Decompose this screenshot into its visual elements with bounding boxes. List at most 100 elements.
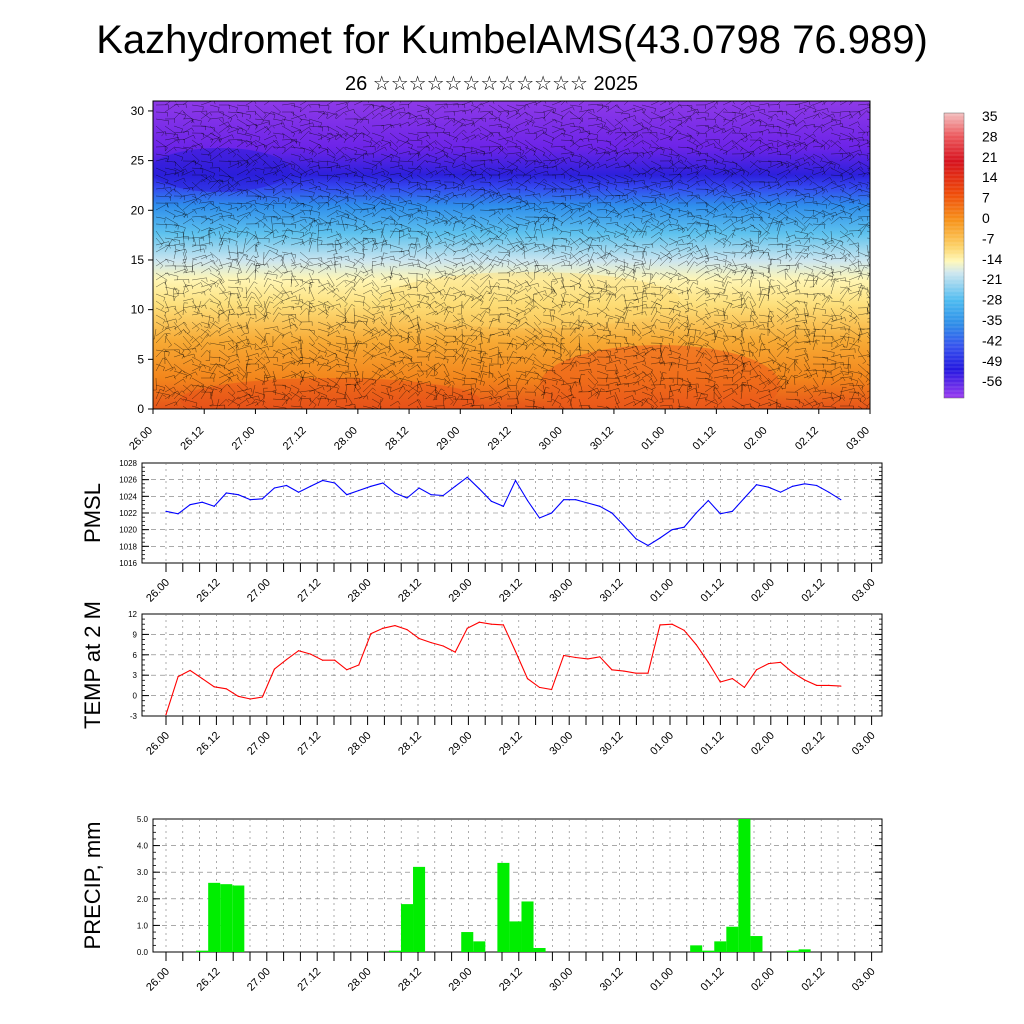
y-tick-label: 4.0: [137, 842, 149, 851]
x-tick-label: 26.00: [127, 425, 155, 453]
precip-bar: [473, 941, 486, 952]
x-tick-label: 26.00: [144, 577, 172, 605]
y-tick-label: 1.0: [137, 921, 149, 930]
x-tick-label: 02.12: [799, 966, 827, 994]
x-tick-label: 27.00: [230, 425, 258, 453]
x-tick-label: 03.00: [850, 966, 878, 994]
data-point: [743, 686, 746, 689]
data-point: [201, 501, 203, 503]
data-point: [406, 497, 408, 499]
x-tick-label: 27.12: [295, 966, 323, 994]
data-point: [587, 658, 589, 660]
data-point: [334, 659, 336, 661]
precip-bar: [786, 950, 799, 952]
data-point: [551, 512, 553, 514]
precip-bar: [690, 945, 703, 952]
x-tick-label: 26.00: [144, 730, 172, 758]
data-point: [358, 489, 360, 492]
precip-bar: [497, 862, 510, 952]
data-point: [201, 678, 203, 680]
data-point: [346, 494, 348, 496]
data-point: [767, 663, 770, 665]
x-tick-label: 29.12: [486, 425, 514, 453]
x-tick-label: 28.00: [332, 425, 360, 453]
x-tick-label: 26.12: [195, 966, 223, 994]
precip-bar: [232, 885, 245, 952]
x-tick-label: 30.00: [537, 425, 565, 453]
y-tick-label: 6: [133, 651, 138, 660]
y-axis-label: PMSL: [80, 483, 105, 543]
x-tick-label: 27.12: [295, 577, 323, 605]
data-point: [828, 491, 830, 493]
precip-bar: [750, 936, 763, 952]
data-point: [273, 668, 276, 670]
precip-bar: [461, 932, 474, 952]
x-tick-label: 03.00: [850, 577, 878, 605]
y-tick-label: 5: [137, 352, 144, 366]
chart-subtitle: 26 ☆☆☆☆☆☆☆☆☆☆☆☆ 2025: [344, 73, 638, 95]
x-tick-label: 30.00: [547, 577, 575, 605]
colorbar-label: 0: [982, 210, 990, 226]
precip-bar: [714, 941, 727, 952]
data-point: [430, 641, 432, 644]
x-tick-label: 30.12: [598, 730, 626, 758]
data-point: [382, 627, 384, 629]
y-tick-label: 25: [131, 154, 145, 168]
x-tick-label: 01.12: [699, 577, 727, 605]
data-point: [792, 671, 794, 674]
x-tick-label: 01.00: [639, 425, 667, 453]
colorbar-label: 21: [982, 149, 998, 165]
y-tick-label: 1028: [119, 459, 137, 468]
data-point: [322, 659, 324, 661]
data-point: [731, 510, 733, 512]
data-point: [792, 485, 794, 487]
data-point: [370, 633, 372, 635]
x-tick-label: 01.00: [648, 966, 676, 994]
data-point: [767, 486, 770, 488]
x-tick-label: 28.12: [396, 577, 424, 605]
data-point: [526, 678, 529, 680]
data-point: [599, 505, 601, 507]
colorbar-label: 35: [982, 108, 998, 124]
data-point: [647, 672, 649, 674]
x-tick-label: 01.12: [699, 730, 727, 758]
data-point: [237, 695, 239, 697]
data-point: [695, 644, 697, 646]
y-tick-label: 2.0: [137, 895, 149, 904]
data-point: [779, 491, 782, 493]
precip-bar: [400, 904, 414, 952]
data-point: [466, 627, 468, 629]
precip-bar: [208, 882, 221, 952]
y-tick-label: -3: [130, 712, 138, 721]
data-point: [297, 650, 300, 652]
data-point: [683, 526, 685, 528]
precip-bar: [413, 866, 426, 952]
data-point: [478, 621, 480, 623]
x-tick-label: 26.12: [178, 425, 206, 453]
y-axis-label: PRECIP, mm: [80, 822, 105, 950]
cross-section-field: [153, 101, 870, 409]
data-point: [671, 623, 673, 625]
data-point: [659, 624, 661, 626]
precip-bar: [726, 926, 739, 952]
y-tick-label: 1024: [119, 492, 137, 501]
x-tick-label: 03.00: [844, 425, 872, 453]
y-tick-label: 3: [133, 671, 138, 680]
data-point: [514, 650, 517, 653]
data-point: [538, 517, 541, 519]
data-point: [840, 685, 842, 687]
data-point: [322, 479, 324, 482]
data-point: [563, 499, 565, 501]
data-point: [779, 661, 782, 663]
cross-section-x-axis: 26.00 26.12 27.00 27.12 28.00 28.12 29.00 29.12…: [127, 409, 872, 453]
x-tick-label: 01.12: [699, 966, 727, 994]
y-tick-label: 9: [133, 630, 138, 639]
x-tick-label: 02.12: [793, 425, 821, 453]
data-point: [635, 538, 637, 540]
data-point: [502, 505, 504, 507]
data-point: [177, 513, 179, 515]
data-point: [707, 499, 709, 502]
data-point: [611, 669, 613, 671]
data-point: [575, 656, 577, 659]
